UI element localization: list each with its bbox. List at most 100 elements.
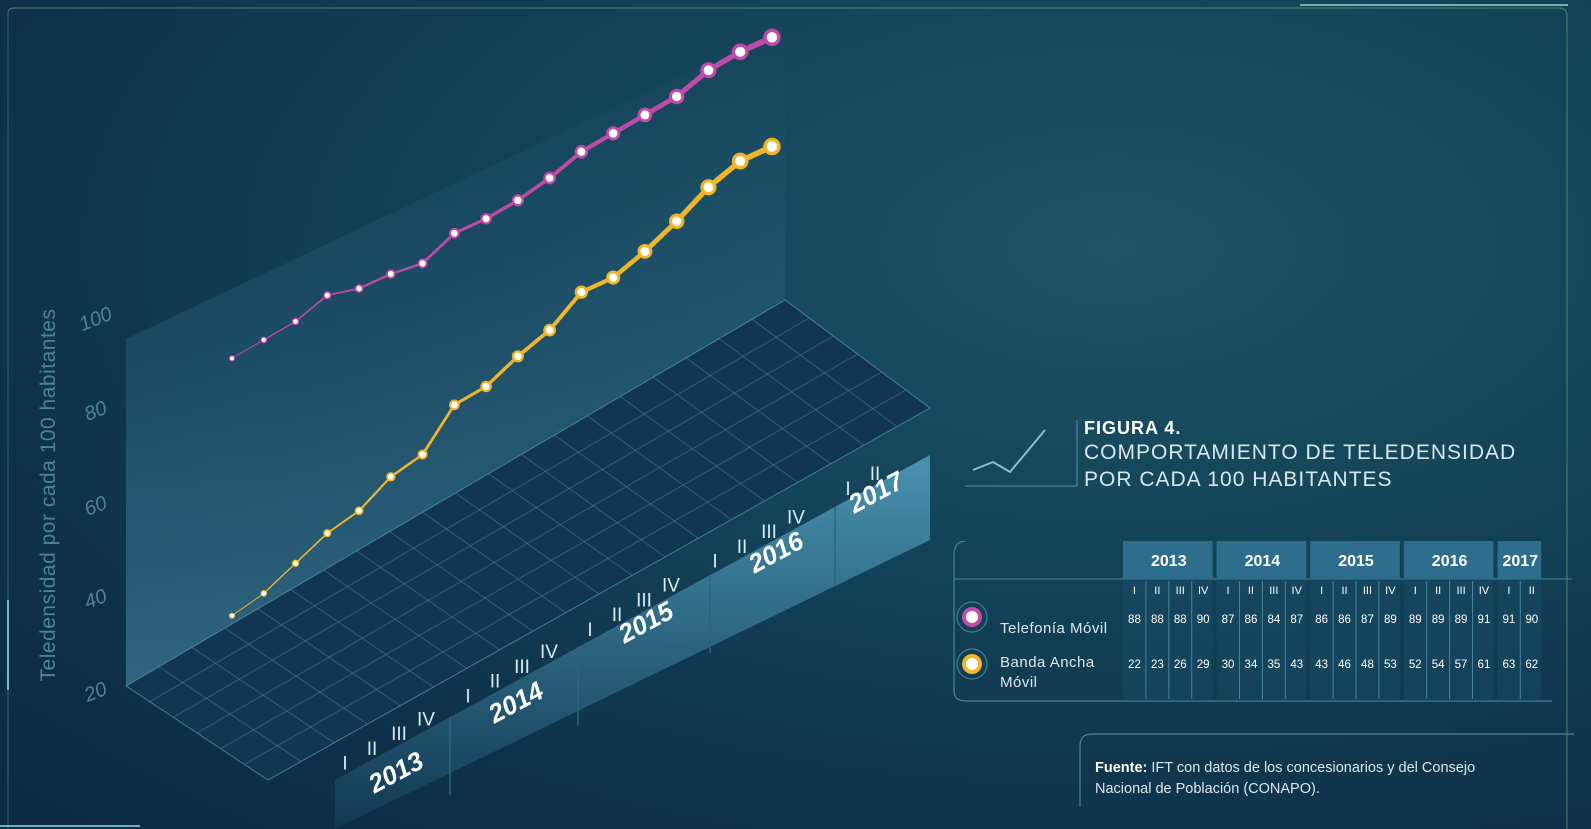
table-quarter-header: II — [1248, 585, 1254, 597]
legend-marker-ring — [956, 601, 988, 633]
x-quarter-label: II — [367, 739, 378, 760]
table-cell: 63 — [1502, 659, 1515, 671]
x-quarter-label: I — [342, 754, 347, 775]
series-line-segment — [516, 176, 552, 203]
x-quarter-label: II — [870, 464, 881, 485]
data-point — [417, 449, 428, 460]
floor-grid-line — [158, 666, 302, 762]
data-point — [606, 126, 621, 141]
x-quarter-label: III — [636, 590, 652, 611]
table-cell: 43 — [1315, 659, 1328, 671]
table-cell: 23 — [1151, 659, 1164, 671]
series-layer — [229, 28, 781, 619]
table-year-body-bg — [1403, 579, 1494, 701]
table-quarter-header: IV — [1385, 585, 1396, 597]
table-year-body-bg — [1123, 579, 1213, 701]
table-quarter-header: I — [1320, 585, 1323, 597]
table-cell: 89 — [1455, 614, 1468, 626]
table-cell: 86 — [1315, 614, 1328, 626]
table-cell: 89 — [1384, 614, 1397, 626]
data-point — [480, 213, 492, 225]
chart-floor — [125, 299, 931, 781]
table-quarter-header: I — [1507, 585, 1510, 597]
table-year-header-bg — [1310, 541, 1400, 579]
legend-marker — [962, 607, 982, 627]
data-point — [668, 88, 685, 105]
series-line-segment — [484, 354, 520, 389]
data-point — [668, 213, 685, 230]
floor-grid-line — [149, 317, 810, 703]
table-quarter-header: II — [1435, 585, 1441, 597]
row-label-telefonia: Telefonía Móvil — [1000, 620, 1108, 637]
table-cell: 87 — [1290, 614, 1303, 626]
table-year-body-bg — [1497, 579, 1542, 701]
data-point — [731, 43, 749, 61]
floor-grid-line — [554, 434, 699, 539]
figure-title-line1: COMPORTAMIENTO DE TELEDENSIDAD — [1084, 441, 1517, 464]
source-text-1: IFT con datos de los concesionarios y de… — [1151, 760, 1476, 776]
data-point — [448, 227, 460, 239]
series-line-segment — [484, 198, 520, 221]
table-quarter-header: IV — [1479, 585, 1490, 597]
y-axis: Teledensidad por cada 100 habitantes 100 8… — [37, 303, 115, 707]
table-cell: 57 — [1455, 659, 1468, 671]
figure-caption: FIGURA 4. COMPORTAMIENTO DE TELEDENSIDAD… — [1084, 418, 1584, 493]
table-cell: 26 — [1174, 659, 1187, 671]
table-quarter-header: III — [1456, 585, 1465, 597]
data-table-grid: 2013I8822II8823III8826IV90292014I8730II8… — [953, 541, 1572, 702]
floor-grid-line — [521, 453, 666, 558]
floor-grid-line — [619, 396, 765, 502]
x-quarter-label: II — [737, 537, 748, 558]
x-axis-year-separators — [449, 507, 836, 796]
data-point — [323, 291, 332, 300]
table-cell: 86 — [1338, 614, 1351, 626]
table-cell: 88 — [1174, 614, 1187, 626]
data-point — [606, 270, 621, 285]
data-point — [574, 285, 589, 299]
floor-grid-line — [220, 371, 882, 750]
floor-grid-line — [422, 511, 567, 614]
x-quarter-label: II — [490, 672, 501, 693]
data-point — [480, 380, 492, 393]
data-point — [763, 137, 781, 156]
x-quarter-label: I — [587, 620, 592, 641]
table-year-header-bg — [1216, 541, 1307, 579]
x-axis-strip — [335, 455, 930, 829]
data-point — [637, 244, 653, 259]
x-quarter-label: IV — [787, 507, 805, 528]
series-line-segment — [421, 403, 456, 456]
table-year-body-bg — [1310, 579, 1400, 701]
y-tick-label: 20 — [80, 678, 110, 707]
floor-grid-line — [685, 357, 831, 465]
table-cell: 89 — [1409, 614, 1422, 626]
series-line-segment — [421, 231, 456, 265]
data-point — [731, 152, 749, 170]
table-cell: 48 — [1361, 659, 1374, 671]
x-quarter-label: IV — [417, 709, 435, 730]
floor-grid-line — [323, 569, 467, 669]
data-point — [700, 62, 717, 79]
floor-grid-line — [751, 318, 898, 428]
table-quarter-header: I — [1133, 585, 1136, 597]
floor-grid-line — [718, 338, 865, 446]
table-year-header-bg — [1403, 541, 1494, 579]
table-cell: 91 — [1478, 614, 1491, 626]
data-point — [291, 559, 300, 567]
table-quarter-header: III — [1363, 585, 1372, 597]
floor-grid-line — [173, 335, 834, 718]
table-cell: 53 — [1384, 659, 1397, 671]
floor-grid — [149, 317, 907, 765]
y-tick-label: 60 — [81, 492, 110, 521]
table-cell: 89 — [1432, 614, 1445, 626]
data-point — [229, 612, 235, 619]
table-cell: 90 — [1197, 614, 1210, 626]
data-point — [448, 399, 460, 411]
table-cell: 88 — [1128, 614, 1141, 626]
series-line-segment — [452, 217, 488, 235]
data-point — [260, 336, 268, 344]
table-year-header-bg — [1123, 541, 1213, 579]
source-text-2: Nacional de Población (CONAPO). — [1095, 781, 1320, 797]
floor-grid-line — [455, 492, 600, 595]
x-quarter-label: I — [712, 552, 717, 573]
table-quarter-header: IV — [1292, 585, 1303, 597]
